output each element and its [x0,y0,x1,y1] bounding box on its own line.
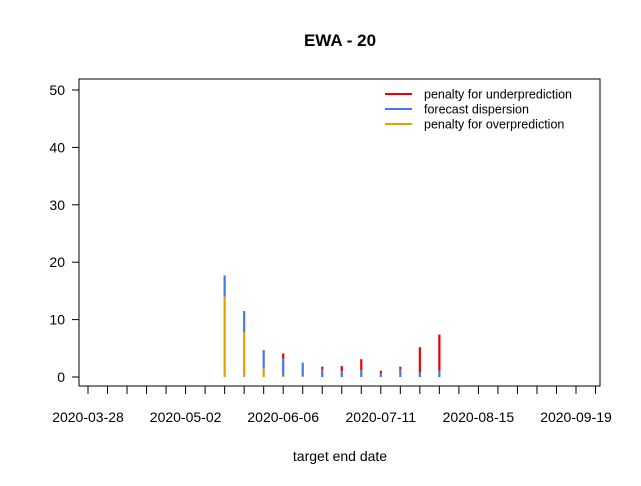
plot-frame [78,78,601,387]
x-axis: 2020-03-28 2020-05-02 2020-06-06 2020-07-11… [52,386,612,425]
bar-overprediction-2020-05-16 [223,296,226,377]
legend-label-1: forecast dispersion [424,103,529,117]
bar-dispersion-2020-06-27 [340,371,343,377]
bar-dispersion-2020-07-18 [399,368,402,377]
bar-underprediction-2020-07-25 [418,347,421,373]
x-tick-label-2020-09-19: 2020-09-19 [540,409,612,425]
bar-underprediction-2020-08-01 [438,334,441,371]
bar-overprediction-2020-06-06 [282,375,285,377]
bar-underprediction-2020-06-27 [340,366,343,372]
x-tick-label-2020-06-06: 2020-06-06 [247,409,319,425]
legend-label-0: penalty for underprediction [424,88,572,102]
y-tick-label-0: 0 [57,369,65,385]
x-axis-label: target end date [293,448,387,464]
bar-dispersion-2020-07-25 [418,372,421,377]
bar-dispersion-2020-08-01 [438,370,441,377]
bars-group [223,275,441,377]
x-tick-label-2020-03-28: 2020-03-28 [52,409,124,425]
bar-underprediction-2020-07-18 [399,366,402,369]
y-tick-label-40: 40 [49,139,65,155]
x-tick-label-2020-05-02: 2020-05-02 [150,409,222,425]
y-tick-label-20: 20 [49,254,65,270]
bar-dispersion-2020-06-13 [301,362,304,377]
bar-dispersion-2020-05-16 [223,275,226,297]
bar-overprediction-2020-05-30 [262,368,265,377]
y-tick-label-50: 50 [49,82,65,98]
bar-dispersion-2020-07-04 [360,370,363,377]
y-tick-label-10: 10 [49,312,65,328]
bar-underprediction-2020-06-06 [282,353,285,359]
y-tick-label-30: 30 [49,197,65,213]
bar-dispersion-2020-06-06 [282,358,285,376]
legend-label-2: penalty for overprediction [424,118,564,132]
bar-dispersion-2020-07-11 [379,372,382,377]
bar-underprediction-2020-07-04 [360,359,363,371]
bar-underprediction-2020-07-11 [379,370,382,373]
bar-overprediction-2020-05-23 [243,332,246,377]
bar-dispersion-2020-06-20 [321,368,324,377]
bar-overprediction-2020-06-13 [301,376,304,377]
bar-dispersion-2020-05-23 [243,310,246,333]
bar-dispersion-2020-05-30 [262,350,265,369]
bar-underprediction-2020-06-20 [321,366,324,369]
y-axis: 0 10 20 30 40 50 [49,82,79,385]
x-tick-label-2020-07-11: 2020-07-11 [346,409,417,425]
chart-title: EWA - 20 [304,31,376,50]
x-tick-label-2020-08-15: 2020-08-15 [443,409,515,425]
